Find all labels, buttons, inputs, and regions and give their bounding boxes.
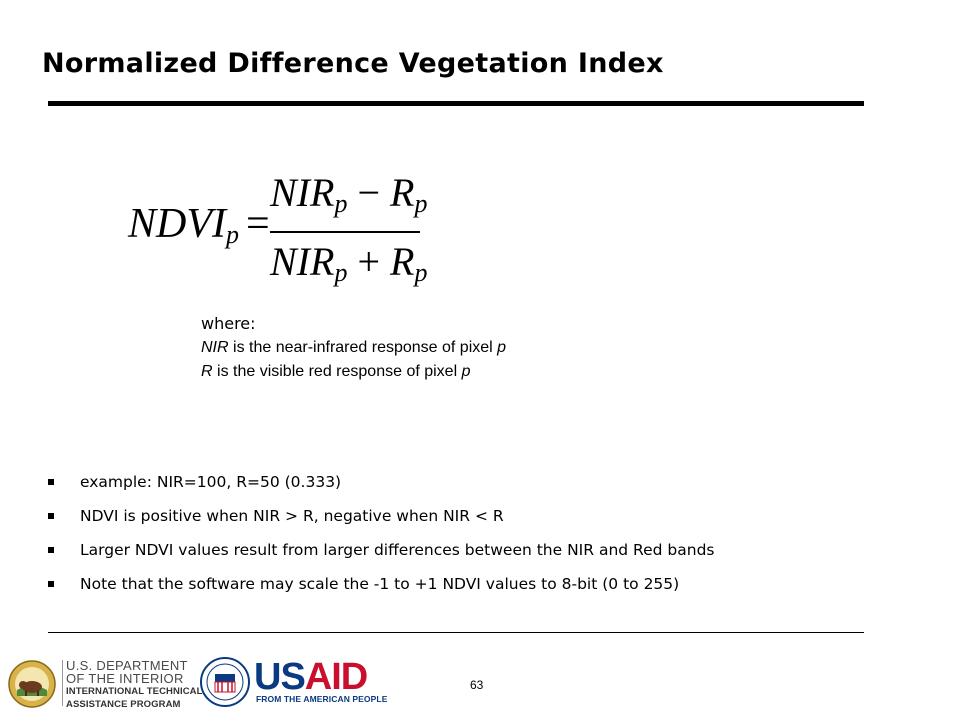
where-definitions: where: NIR is the near-infrared response… xyxy=(201,312,506,384)
numerator-term-a: NIR xyxy=(270,170,335,215)
bullet-item: Larger NDVI values result from larger di… xyxy=(48,538,715,572)
usaid-wordmark: USAID xyxy=(254,656,368,698)
bullet-square-icon xyxy=(48,547,54,553)
denominator-term-a: NIR xyxy=(270,239,335,284)
footer-rule xyxy=(48,632,864,633)
fraction-bar xyxy=(270,231,420,233)
title-underline xyxy=(48,101,864,106)
denominator-term-a-subscript: p xyxy=(334,258,348,287)
usaid-tagline: FROM THE AMERICAN PEOPLE xyxy=(256,694,388,704)
numerator-term-a-subscript: p xyxy=(334,189,348,218)
footer-divider xyxy=(62,660,63,706)
where-label: where: xyxy=(201,314,256,333)
numerator-operator: − xyxy=(357,170,380,215)
slide-title: Normalized Difference Vegetation Index xyxy=(42,48,664,79)
doi-wordmark: U.S. DEPARTMENT OF THE INTERIOR INTERNAT… xyxy=(66,659,203,711)
definition-red-text: is the visible red response of pixel xyxy=(212,363,462,380)
definition-nir-text: is the near-infrared response of pixel xyxy=(228,339,498,356)
usaid-us: US xyxy=(254,656,306,698)
denominator-operator: + xyxy=(357,239,380,284)
doi-line-1: U.S. DEPARTMENT xyxy=(66,658,188,673)
formula-lhs: NDVIp xyxy=(128,200,239,250)
bullet-text: Note that the software may scale the -1 … xyxy=(80,575,680,593)
bullet-list: example: NIR=100, R=50 (0.333) NDVI is p… xyxy=(48,470,715,606)
definition-nir-pixel: p xyxy=(497,339,507,356)
formula-fraction: NIRp − Rp NIRp + Rp xyxy=(270,170,427,296)
numerator-term-b-subscript: p xyxy=(414,189,428,218)
usaid-aid: AID xyxy=(304,656,368,698)
bullet-square-icon xyxy=(48,479,54,485)
bullet-square-icon xyxy=(48,581,54,587)
bullet-text: Larger NDVI values result from larger di… xyxy=(80,541,715,559)
denominator-term-b: R xyxy=(390,239,415,284)
doi-line-2: OF THE INTERIOR xyxy=(66,671,184,686)
definition-red: R is the visible red response of pixel p xyxy=(201,360,506,384)
formula-lhs-symbol: NDVI xyxy=(128,201,226,247)
bullet-text: NDVI is positive when NIR > R, negative … xyxy=(80,507,504,525)
formula-equals: = xyxy=(246,201,270,247)
formula-denominator: NIRp + Rp xyxy=(270,239,427,296)
formula-numerator: NIRp − Rp xyxy=(270,170,427,227)
definition-red-var: R xyxy=(201,363,213,380)
definition-nir: NIR is the near-infrared response of pix… xyxy=(201,336,506,360)
doi-seal-icon xyxy=(8,660,56,708)
doi-line-3: INTERNATIONAL TECHNICAL xyxy=(66,686,203,697)
bullet-square-icon xyxy=(48,513,54,519)
formula-lhs-subscript: p xyxy=(226,220,239,249)
definition-nir-var: NIR xyxy=(201,339,229,356)
bullet-text: example: NIR=100, R=50 (0.333) xyxy=(80,473,342,491)
usaid-seal-icon xyxy=(200,657,250,707)
page-number: 63 xyxy=(470,678,484,692)
denominator-term-b-subscript: p xyxy=(414,258,428,287)
bullet-item: example: NIR=100, R=50 (0.333) xyxy=(48,470,715,504)
bullet-item: NDVI is positive when NIR > R, negative … xyxy=(48,504,715,538)
definition-red-pixel: p xyxy=(461,363,471,380)
numerator-term-b: R xyxy=(390,170,415,215)
bullet-item: Note that the software may scale the -1 … xyxy=(48,572,715,606)
doi-line-4: ASSISTANCE PROGRAM xyxy=(66,699,181,710)
